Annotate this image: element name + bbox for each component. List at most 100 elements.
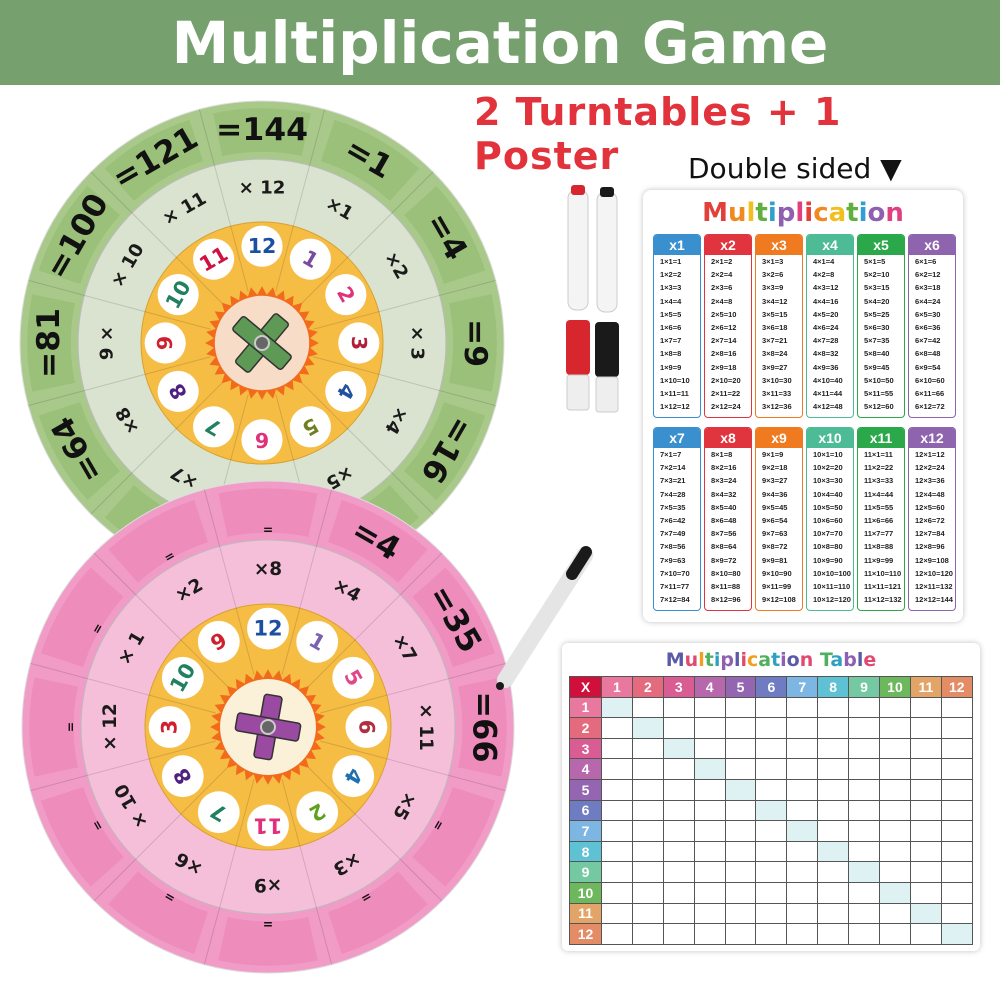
grid-cell[interactable]: [724, 799, 757, 822]
answer-slot[interactable]: [218, 488, 318, 537]
grid-cell[interactable]: [940, 840, 973, 863]
grid-cell[interactable]: [631, 696, 664, 719]
answer-slot[interactable]: [27, 294, 75, 392]
grid-cell[interactable]: [817, 717, 850, 739]
grid-cell[interactable]: [631, 758, 664, 780]
grid-cell[interactable]: [879, 902, 911, 925]
grid-cell[interactable]: [786, 717, 819, 739]
grid-cell[interactable]: [601, 923, 633, 945]
grid-cell[interactable]: [848, 696, 881, 719]
grid-cell[interactable]: [724, 820, 757, 842]
grid-cell[interactable]: [940, 799, 973, 822]
grid-cell[interactable]: [693, 840, 726, 863]
grid-cell[interactable]: [817, 923, 850, 945]
grid-cell[interactable]: [848, 799, 881, 822]
grid-cell[interactable]: [879, 840, 911, 863]
answer-slot[interactable]: [404, 185, 486, 284]
grid-cell[interactable]: [601, 861, 633, 883]
grid-cell[interactable]: [848, 717, 881, 739]
grid-cell[interactable]: [879, 696, 911, 719]
center-rivet[interactable]: [254, 335, 270, 351]
grid-cell[interactable]: [601, 881, 633, 904]
grid-cell[interactable]: [693, 923, 726, 945]
grid-cell[interactable]: [693, 717, 726, 739]
grid-cell[interactable]: [755, 820, 788, 842]
grid-cell[interactable]: [724, 717, 757, 739]
grid-cell[interactable]: [909, 778, 942, 801]
answer-slot[interactable]: [41, 787, 124, 887]
answer-slot[interactable]: [458, 677, 507, 777]
grid-cell[interactable]: [755, 717, 788, 739]
grid-cell[interactable]: [940, 820, 973, 842]
answer-slot[interactable]: [108, 500, 208, 583]
grid-cell[interactable]: [631, 923, 664, 945]
grid-cell[interactable]: [909, 840, 942, 863]
grid-cell[interactable]: [601, 758, 633, 780]
answer-slot[interactable]: [104, 119, 203, 201]
answer-slot[interactable]: [29, 677, 78, 777]
grid-cell[interactable]: [601, 717, 633, 739]
grid-cell[interactable]: [940, 737, 973, 760]
grid-cell[interactable]: [662, 799, 695, 822]
grid-cell[interactable]: [662, 758, 695, 780]
grid-cell[interactable]: [940, 902, 973, 925]
grid-cell[interactable]: [909, 758, 942, 780]
grid-cell[interactable]: [693, 737, 726, 760]
grid-cell[interactable]: [724, 758, 757, 780]
grid-cell[interactable]: [755, 861, 788, 883]
grid-cell[interactable]: [631, 799, 664, 822]
grid-cell[interactable]: [848, 861, 881, 883]
grid-cell[interactable]: [848, 902, 881, 925]
answer-slot[interactable]: [321, 119, 420, 201]
grid-cell[interactable]: [879, 778, 911, 801]
grid-cell[interactable]: [786, 902, 819, 925]
grid-cell[interactable]: [693, 881, 726, 904]
grid-cell[interactable]: [909, 861, 942, 883]
grid-cell[interactable]: [631, 902, 664, 925]
grid-cell[interactable]: [786, 696, 819, 719]
grid-cell[interactable]: [940, 696, 973, 719]
grid-cell[interactable]: [786, 881, 819, 904]
grid-cell[interactable]: [940, 717, 973, 739]
grid-cell[interactable]: [940, 778, 973, 801]
grid-cell[interactable]: [909, 737, 942, 760]
grid-cell[interactable]: [755, 758, 788, 780]
grid-cell[interactable]: [662, 737, 695, 760]
answer-slot[interactable]: [41, 567, 124, 667]
grid-cell[interactable]: [879, 737, 911, 760]
answer-slot[interactable]: [328, 500, 428, 583]
center-rivet[interactable]: [260, 719, 276, 735]
grid-cell[interactable]: [786, 923, 819, 945]
grid-cell[interactable]: [909, 717, 942, 739]
grid-cell[interactable]: [817, 758, 850, 780]
grid-cell[interactable]: [601, 737, 633, 760]
grid-cell[interactable]: [693, 861, 726, 883]
grid-cell[interactable]: [631, 820, 664, 842]
grid-cell[interactable]: [662, 840, 695, 863]
grid-cell[interactable]: [879, 758, 911, 780]
grid-cell[interactable]: [909, 799, 942, 822]
answer-slot[interactable]: [449, 294, 497, 392]
grid-cell[interactable]: [786, 820, 819, 842]
grid-cell[interactable]: [601, 902, 633, 925]
grid-cell[interactable]: [848, 923, 881, 945]
grid-cell[interactable]: [786, 758, 819, 780]
grid-cell[interactable]: [817, 881, 850, 904]
grid-cell[interactable]: [817, 820, 850, 842]
grid-cell[interactable]: [601, 799, 633, 822]
answer-slot[interactable]: [108, 871, 208, 954]
grid-cell[interactable]: [693, 799, 726, 822]
grid-cell[interactable]: [848, 737, 881, 760]
grid-cell[interactable]: [724, 840, 757, 863]
grid-cell[interactable]: [940, 861, 973, 883]
answer-slot[interactable]: [218, 917, 318, 966]
grid-cell[interactable]: [755, 840, 788, 863]
grid-cell[interactable]: [724, 923, 757, 945]
grid-cell[interactable]: [909, 881, 942, 904]
grid-cell[interactable]: [817, 799, 850, 822]
grid-cell[interactable]: [817, 902, 850, 925]
grid-cell[interactable]: [755, 696, 788, 719]
grid-cell[interactable]: [631, 840, 664, 863]
grid-cell[interactable]: [817, 696, 850, 719]
